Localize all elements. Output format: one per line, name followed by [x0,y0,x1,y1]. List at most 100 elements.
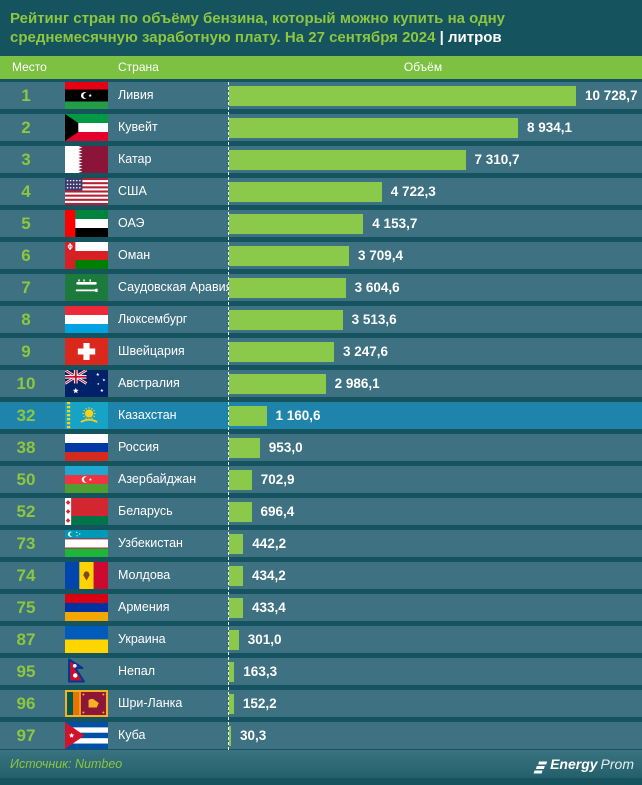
rank-label: 95 [16,662,36,681]
table-row: 75 Армения 433,4 [0,594,642,621]
value-bar [229,85,576,106]
country-label: Армения [118,600,170,614]
flag-ch-icon [65,338,108,365]
value-label: 301,0 [247,632,282,647]
rank-label: 2 [21,118,31,137]
flag-ae-icon [65,210,108,237]
value-bar [229,661,235,682]
value-bar [229,181,382,202]
table-row: 52 Беларусь 696,4 [0,498,642,525]
value-bar [229,469,252,490]
country-label: Кувейт [118,120,158,134]
table-row: 32 Казахстан 1 160,6 [0,402,642,429]
table-row: 7 Саудовская Аравия 3 604,6 [0,274,642,301]
country-label: Узбекистан [118,536,183,550]
table-row: 87 Украина 301,0 [0,626,642,653]
value-label: 163,3 [243,664,278,679]
value-label: 3 604,6 [354,280,400,295]
value-label: 2 986,1 [334,376,380,391]
value-bar [229,725,231,746]
country-label: Казахстан [118,408,177,422]
country-label: США [118,184,147,198]
country-label: Австралия [118,376,180,390]
table-row: 1 Ливия 10 728,7 [0,82,642,109]
country-label: Россия [118,440,159,454]
rank-label: 4 [21,182,31,201]
brand-prom: Prom [600,756,634,772]
value-label: 10 728,7 [585,88,638,103]
table-row: 8 Люксембург 3 513,6 [0,306,642,333]
value-label: 696,4 [260,504,295,519]
country-label: Люксембург [118,312,188,326]
table-row: 6 Оман 3 709,4 [0,242,642,269]
value-label: 1 160,6 [275,408,321,423]
value-label: 433,4 [252,600,286,615]
flag-lk-icon [65,690,108,717]
flag-au-icon [65,370,108,397]
value-label: 3 513,6 [351,312,397,327]
rank-label: 3 [21,150,31,169]
flag-md-icon [65,562,108,589]
column-header-volume: Объём [403,60,443,74]
table-row: 38 Россия 953,0 [0,434,642,461]
page-title-unit: | литров [439,29,502,46]
rank-label: 7 [21,278,31,297]
value-bar [229,693,234,714]
value-label: 442,2 [252,536,287,551]
flag-qa-icon [65,146,108,173]
value-label: 152,2 [242,696,277,711]
table-row: 4 США 4 722,3 [0,178,642,205]
flag-az-icon [65,466,108,493]
flag-kz-icon [65,402,108,429]
country-label: ОАЭ [118,216,145,230]
column-header-country: Страна [118,60,159,74]
country-label: Катар [118,152,152,166]
value-label: 30,3 [240,728,267,743]
rank-label: 10 [16,374,36,393]
table-row: 95 Непал 163,3 [0,658,642,685]
value-bar [229,597,243,618]
value-label: 3 247,6 [343,344,389,359]
value-bar [229,533,244,554]
flag-cu-icon [65,722,108,749]
value-label: 7 310,7 [474,152,520,167]
rank-label: 9 [21,342,31,361]
value-label: 953,0 [268,440,303,455]
value-bar [229,565,243,586]
flag-am-icon [65,594,108,621]
page-title: Рейтинг стран по объёму бензина, который… [0,0,642,56]
page-title-main: Рейтинг стран по объёму бензина, который… [10,10,506,46]
country-label: Украина [118,632,166,646]
country-label: Беларусь [118,504,173,518]
table-row: 5 ОАЭ 4 153,7 [0,210,642,237]
column-header-place: Место [12,60,47,74]
table-row: 3 Катар 7 310,7 [0,146,642,173]
value-label: 4 722,3 [390,184,436,199]
table-row: 97 Куба 30,3 [0,722,642,749]
value-label: 702,9 [260,472,295,487]
value-bar [229,245,349,266]
rank-label: 50 [16,470,36,489]
country-label: Непал [118,664,155,678]
value-bar [229,437,260,458]
flag-uz-icon [65,530,108,557]
value-bar [229,117,518,138]
energyprom-logo: Energy Prom [532,750,634,778]
flag-om-icon [65,242,108,269]
table-row: 2 Кувейт 8 934,1 [0,114,642,141]
value-label: 8 934,1 [527,120,573,135]
value-bar [229,629,239,650]
table-row: 50 Азербайджан 702,9 [0,466,642,493]
value-bar [229,277,346,298]
value-bar [229,309,343,330]
country-label: Шри-Ланка [118,696,183,710]
country-label: Саудовская Аравия [118,280,233,294]
brand-energy: Energy [550,756,598,772]
flag-kw-icon [65,114,108,141]
flag-np-icon [65,658,108,685]
value-bar [229,341,334,362]
value-bar [229,405,267,426]
footer: Источник: Numbeo Energy Prom [0,750,642,778]
flag-by-icon [65,498,108,525]
flag-ru-icon [65,434,108,461]
